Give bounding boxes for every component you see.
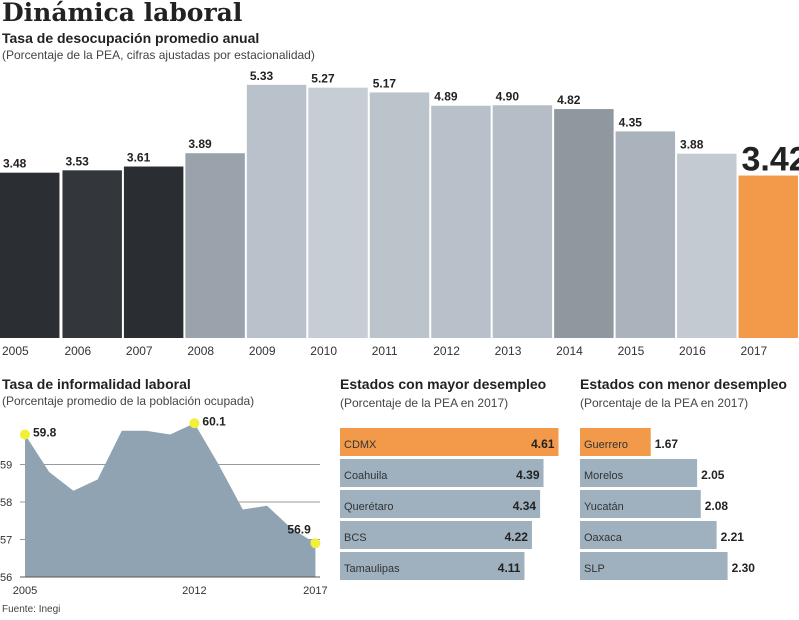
x-tick-label: 2012	[433, 344, 460, 358]
bar-value-label: 4.35	[619, 115, 643, 129]
bar-2007	[123, 166, 184, 338]
y-tick-label: 58	[0, 497, 12, 509]
bar-value-label: 3.42	[742, 141, 799, 179]
bar-Querétaro	[340, 490, 541, 518]
bar-SLP	[580, 552, 728, 580]
bar-value-label: 3.89	[188, 137, 212, 151]
informality-chart-subtitle: (Porcentaje promedio de la población ocu…	[2, 394, 255, 408]
bar-value-label: 4.22	[505, 530, 529, 544]
bar-category-label: Coahuila	[344, 470, 388, 482]
bar-2013	[492, 105, 553, 338]
bar-2016	[677, 153, 737, 338]
lowest-unemployment-subtitle: (Porcentaje de la PEA en 2017)	[580, 396, 749, 410]
x-tick-label: 2010	[310, 344, 337, 358]
bar-category-label: Morelos	[584, 470, 624, 482]
bar-value-label: 5.17	[373, 76, 397, 90]
data-point-marker	[189, 418, 200, 429]
bar-Guerrero	[580, 428, 651, 456]
data-point-label: 60.1	[202, 414, 226, 428]
unemployment-chart-title: Tasa de desocupación promedio anual	[2, 30, 260, 46]
highest-unemployment-title: Estados con mayor desempleo	[340, 376, 547, 392]
bar-value-label: 3.48	[3, 157, 27, 171]
bar-CDMX	[340, 428, 559, 456]
bar-value-label: 4.90	[496, 89, 520, 103]
page-title: Dinámica laboral	[2, 0, 243, 27]
bar-2011	[369, 92, 430, 338]
informality-chart-title: Tasa de informalidad laboral	[2, 376, 191, 392]
data-point-marker	[310, 538, 321, 549]
bar-category-label: Tamaulipas	[344, 563, 400, 575]
x-tick-label: 2013	[495, 344, 522, 358]
bar-Oaxaca	[580, 521, 717, 549]
x-tick-label: 2015	[618, 344, 645, 358]
highest-unemployment-subtitle: (Porcentaje de la PEA en 2017)	[340, 396, 509, 410]
y-tick-label: 57	[0, 535, 12, 547]
bar-value-label: 3.53	[65, 154, 89, 168]
bar-value-label: 4.11	[498, 561, 521, 575]
bar-value-label: 2.21	[721, 530, 745, 544]
bar-2009	[246, 84, 307, 338]
bar-value-label: 4.39	[516, 468, 540, 482]
data-point-label: 59.8	[33, 426, 57, 440]
bar-value-label: 2.30	[732, 561, 756, 575]
bar-value-label: 1.67	[655, 437, 679, 451]
x-tick-label: 2014	[556, 344, 583, 358]
bar-category-label: CDMX	[344, 439, 377, 451]
lowest-unemployment-title: Estados con menor desempleo	[580, 376, 787, 392]
bar-2015	[615, 131, 676, 338]
lowest-unemployment-chart: Guerrero 1.67 Morelos 2.05 Yucatán 2.08 Oaxaca…	[580, 428, 756, 580]
bar-category-label: BCS	[344, 532, 367, 544]
bar-value-label: 5.27	[311, 72, 335, 86]
bar-2005	[0, 172, 60, 338]
informality-area-chart: 56 57 58 59 2005 2012 2017 59.8 60.1 56.9	[0, 414, 328, 595]
bar-Morelos	[580, 459, 698, 487]
x-tick-label: 2006	[64, 344, 91, 358]
x-tick-label: 2017	[303, 585, 327, 595]
bar-2006	[62, 170, 122, 338]
highest-unemployment-chart: CDMX 4.61 Coahuila 4.39 Querétaro 4.34 BCS 4.22…	[340, 428, 559, 580]
bar-category-label: Querétaro	[344, 501, 394, 513]
x-tick-label: 2005	[2, 344, 29, 358]
y-tick-label: 56	[0, 572, 12, 584]
x-tick-label: 2017	[741, 344, 768, 358]
bar-value-label: 4.34	[513, 499, 537, 513]
y-tick-label: 59	[0, 460, 12, 472]
data-point-marker	[20, 429, 30, 440]
bar-value-label: 5.33	[250, 69, 274, 83]
bar-Tamaulipas	[340, 552, 525, 580]
bar-category-label: Guerrero	[584, 439, 628, 451]
bar-2017	[738, 175, 798, 338]
bar-2014	[554, 109, 614, 338]
x-tick-label: 2011	[372, 344, 398, 358]
bar-BCS	[340, 521, 532, 549]
x-tick-label: 2012	[182, 585, 206, 595]
x-tick-label: 2005	[13, 585, 37, 595]
x-tick-label: 2016	[679, 344, 706, 358]
bar-category-label: Yucatán	[584, 501, 624, 513]
x-tick-label: 2009	[249, 344, 276, 358]
bar-2008	[185, 153, 245, 338]
area-series	[25, 423, 316, 577]
bar-value-label: 3.61	[127, 151, 151, 165]
bar-value-label: 4.82	[557, 93, 581, 107]
bar-category-label: Oaxaca	[584, 532, 623, 544]
bar-2010	[308, 87, 368, 338]
unemployment-bar-chart: 3.48 2005 3.53 2006 3.61 2007 3.89 2008 5.33 2009…	[0, 69, 799, 358]
bar-value-label: 4.61	[531, 437, 555, 451]
bar-Yucatán	[580, 490, 701, 518]
data-point-label: 56.9	[287, 522, 311, 536]
x-tick-label: 2008	[187, 344, 214, 358]
bar-value-label: 2.08	[705, 499, 729, 513]
bar-2012	[431, 105, 491, 338]
bar-value-label: 2.05	[701, 468, 725, 482]
bar-value-label: 3.88	[680, 138, 704, 152]
bar-category-label: SLP	[584, 563, 605, 575]
bar-value-label: 4.89	[434, 90, 458, 104]
source-note: Fuente: Inegi	[2, 604, 61, 615]
bar-Coahuila	[340, 459, 544, 487]
unemployment-chart-subtitle: (Porcentaje de la PEA, cifras ajustadas …	[2, 48, 315, 62]
x-tick-label: 2007	[126, 344, 153, 358]
